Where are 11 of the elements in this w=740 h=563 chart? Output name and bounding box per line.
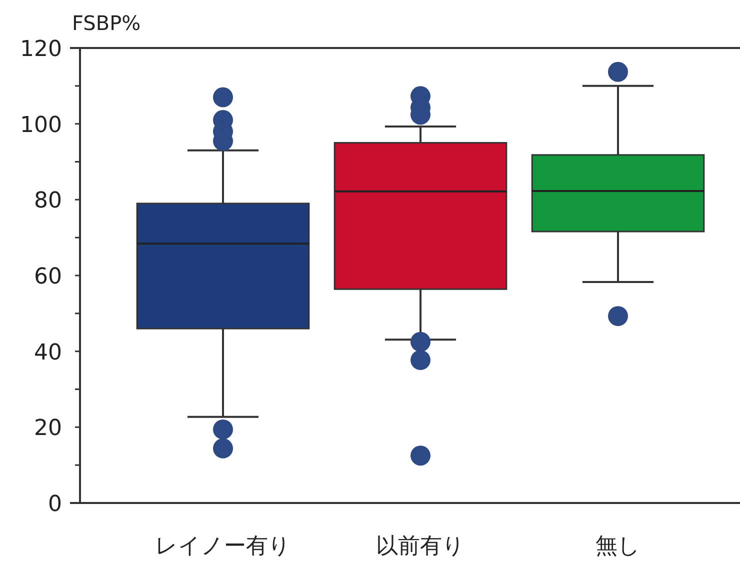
y-tick-label: 0 — [48, 492, 62, 517]
y-axis-title: FSBP% — [72, 11, 141, 35]
y-tick-label: 60 — [34, 264, 62, 290]
x-tick-label: 無し — [596, 534, 640, 559]
y-tick-label: 20 — [34, 416, 62, 442]
x-tick-label: 以前有り — [376, 534, 465, 559]
y-tick-label: 40 — [34, 340, 62, 366]
x-tick-label: レイノー有り — [155, 534, 291, 559]
y-tick-label: 100 — [20, 112, 62, 138]
y-tick-label: 80 — [34, 188, 62, 214]
y-tick-label: 120 — [20, 37, 62, 62]
